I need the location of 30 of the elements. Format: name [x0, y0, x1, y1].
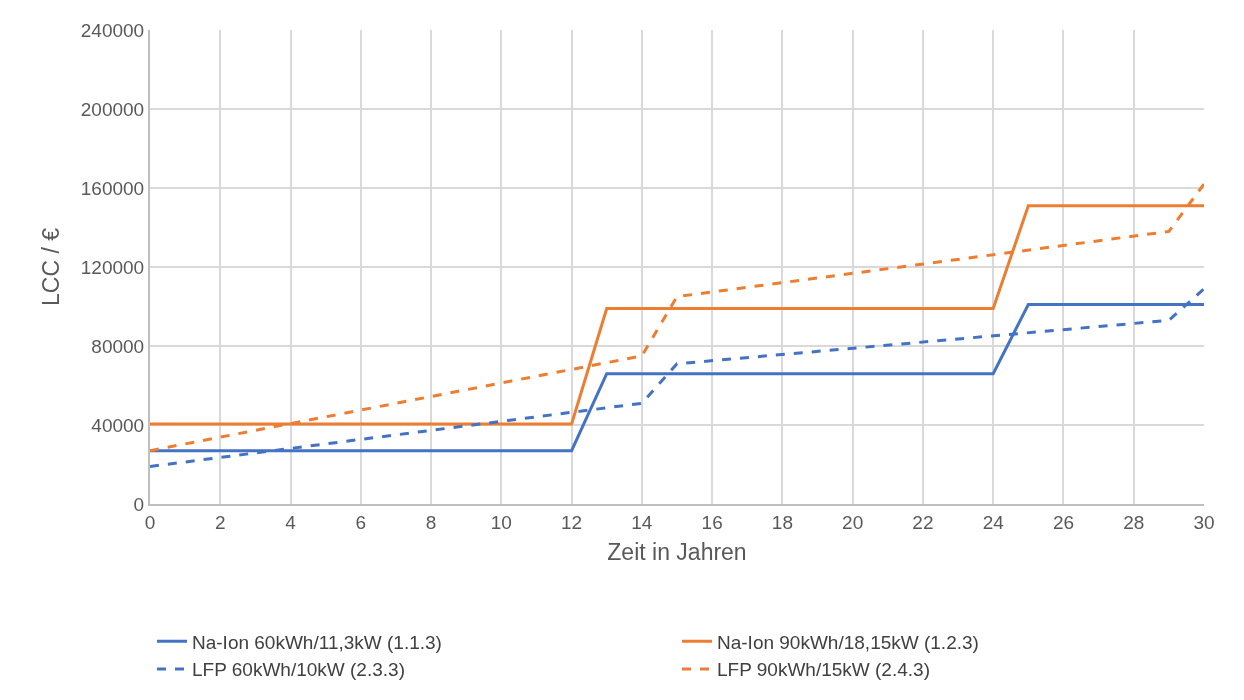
x-tick-label: 14 [631, 511, 653, 533]
y-axis-title: LCC / € [37, 227, 64, 306]
line-series [150, 287, 1204, 468]
y-tick-label: 0 [133, 493, 145, 515]
x-tick-label: 28 [1123, 511, 1145, 533]
x-tick-label: 10 [490, 511, 512, 533]
y-tick-label: 160000 [80, 177, 145, 199]
x-tick-label: 30 [1193, 511, 1215, 533]
x-tick-label: 20 [842, 511, 864, 533]
x-tick-label: 22 [912, 511, 934, 533]
legend-label: Na-Ion 90kWh/18,15kW (1.2.3) [717, 631, 979, 653]
x-tick-label: 26 [1052, 511, 1075, 533]
y-tick-label: 80000 [91, 335, 145, 357]
x-tick-label: 6 [355, 511, 367, 533]
y-tick-label: 120000 [80, 256, 145, 278]
x-tick-label: 2 [214, 511, 226, 533]
x-tick-label: 4 [285, 511, 297, 533]
line-series [150, 182, 1204, 453]
x-axis-title: Zeit in Jahren [607, 538, 747, 565]
x-tick-label: 24 [982, 511, 1005, 533]
x-tick-label: 8 [425, 511, 437, 533]
legend-label: LFP 60kWh/10kW (2.3.3) [192, 659, 405, 681]
legend-label: Na-Ion 60kWh/11,3kW (1.1.3) [192, 631, 442, 653]
x-tick-label: 12 [561, 511, 583, 533]
y-tick-label: 240000 [80, 19, 145, 41]
x-tick-label: 16 [701, 511, 723, 533]
legend-label: LFP 90kWh/15kW (2.4.3) [717, 659, 930, 681]
y-tick-label: 40000 [91, 414, 145, 436]
x-tick-label: 18 [771, 511, 793, 533]
y-tick-label: 200000 [80, 98, 145, 120]
